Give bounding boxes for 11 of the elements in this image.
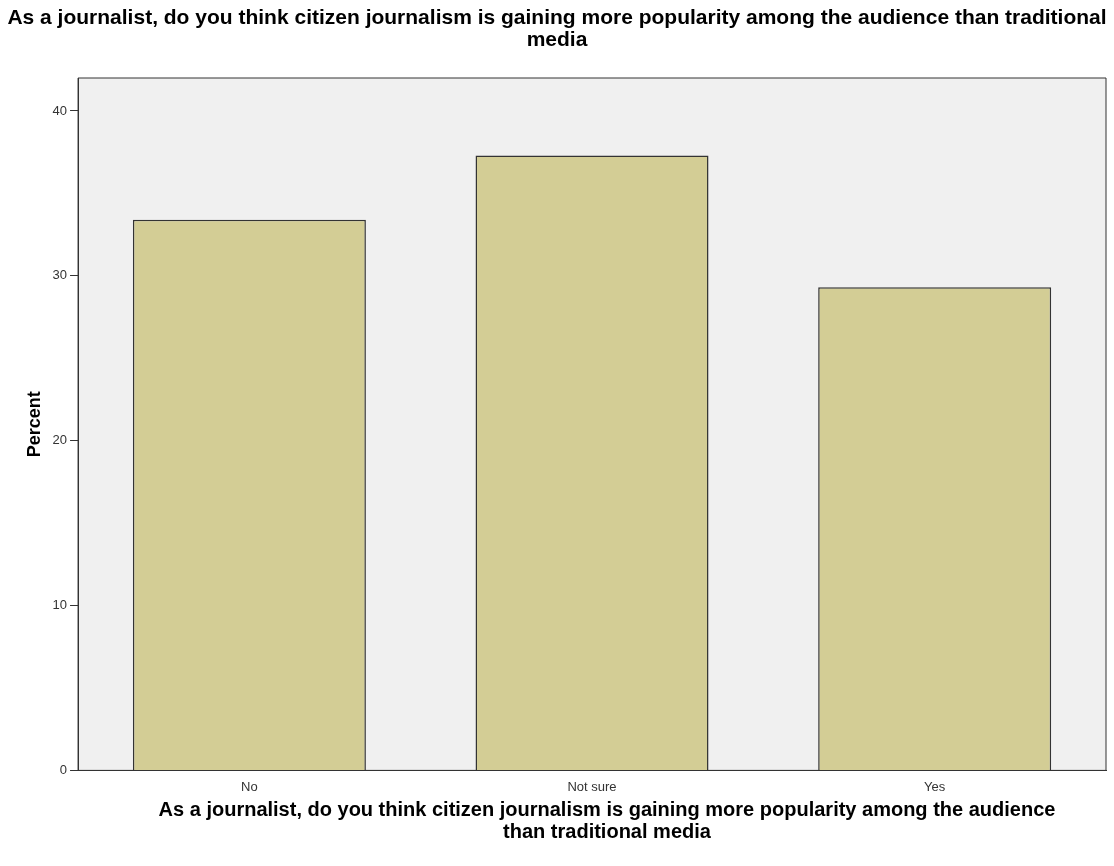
y-tick-label: 0	[59, 761, 68, 777]
x-tick-label: Yes	[924, 778, 946, 794]
y-tick-label: 30	[52, 267, 68, 283]
y-tick-label: 40	[52, 102, 68, 118]
x-tick-label: No	[241, 778, 258, 794]
y-tick-label: 10	[52, 597, 68, 613]
x-tick-label: Not sure	[567, 778, 617, 794]
y-axis-title: Percent	[23, 391, 44, 458]
y-tick-label: 20	[52, 432, 68, 448]
x-axis-title: As a journalist, do you think citizen journalism is gaining more popularity among the audience than traditional media	[157, 798, 1057, 842]
chart-title: As a journalist, do you think citizen journalism is gaining more popularity among the audience than traditional media	[7, 4, 1107, 52]
